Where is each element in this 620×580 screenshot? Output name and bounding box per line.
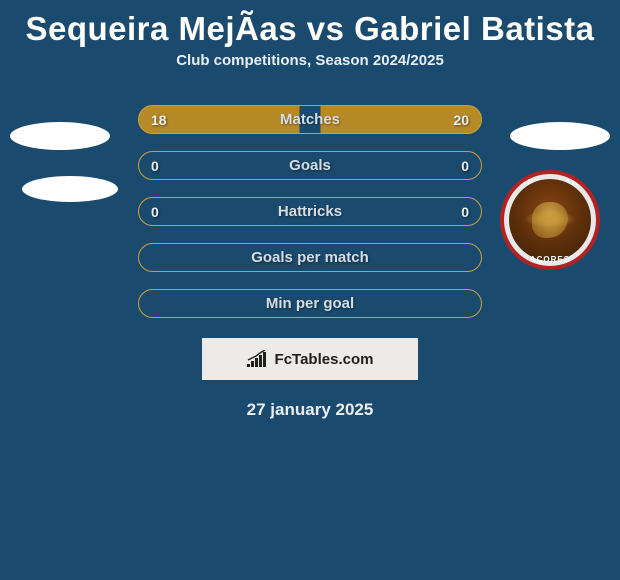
- player-right-avatar: [510, 122, 610, 150]
- stat-label: Matches: [280, 111, 340, 128]
- brand-box[interactable]: FcTables.com: [202, 338, 418, 380]
- stat-left-value: 0: [151, 158, 159, 174]
- stat-row-min-per-goal: Min per goal: [138, 289, 482, 318]
- page-title: Sequeira MejÃ­as vs Gabriel Batista: [0, 0, 620, 52]
- bar-chart-icon: [247, 350, 269, 368]
- player-left-avatar-1: [10, 122, 110, 150]
- stat-left-value: 0: [151, 204, 159, 220]
- date: 27 january 2025: [0, 400, 620, 420]
- stats-container: 18 Matches 20 0 Goals 0 0 Hattricks 0 Go…: [138, 105, 482, 318]
- stat-right-value: 20: [453, 112, 469, 128]
- stat-label: Hattricks: [278, 203, 342, 220]
- subtitle: Club competitions, Season 2024/2025: [0, 52, 620, 69]
- brand-text: FcTables.com: [275, 351, 374, 368]
- stat-label: Min per goal: [266, 295, 354, 312]
- stat-left-value: 18: [151, 112, 167, 128]
- club-badge-inner: [509, 179, 591, 261]
- stat-row-hattricks: 0 Hattricks 0: [138, 197, 482, 226]
- club-badge: SANTA CLARA AÇORES: [500, 170, 600, 270]
- stat-row-goals: 0 Goals 0: [138, 151, 482, 180]
- stat-right-value: 0: [461, 158, 469, 174]
- player-left-avatar-2: [22, 176, 118, 202]
- stat-row-matches: 18 Matches 20: [138, 105, 482, 134]
- eagle-icon: [532, 202, 568, 238]
- stat-label: Goals: [289, 157, 331, 174]
- stat-label: Goals per match: [251, 249, 369, 266]
- stat-row-goals-per-match: Goals per match: [138, 243, 482, 272]
- club-badge-bottom-text: AÇORES: [530, 255, 570, 264]
- stat-right-value: 0: [461, 204, 469, 220]
